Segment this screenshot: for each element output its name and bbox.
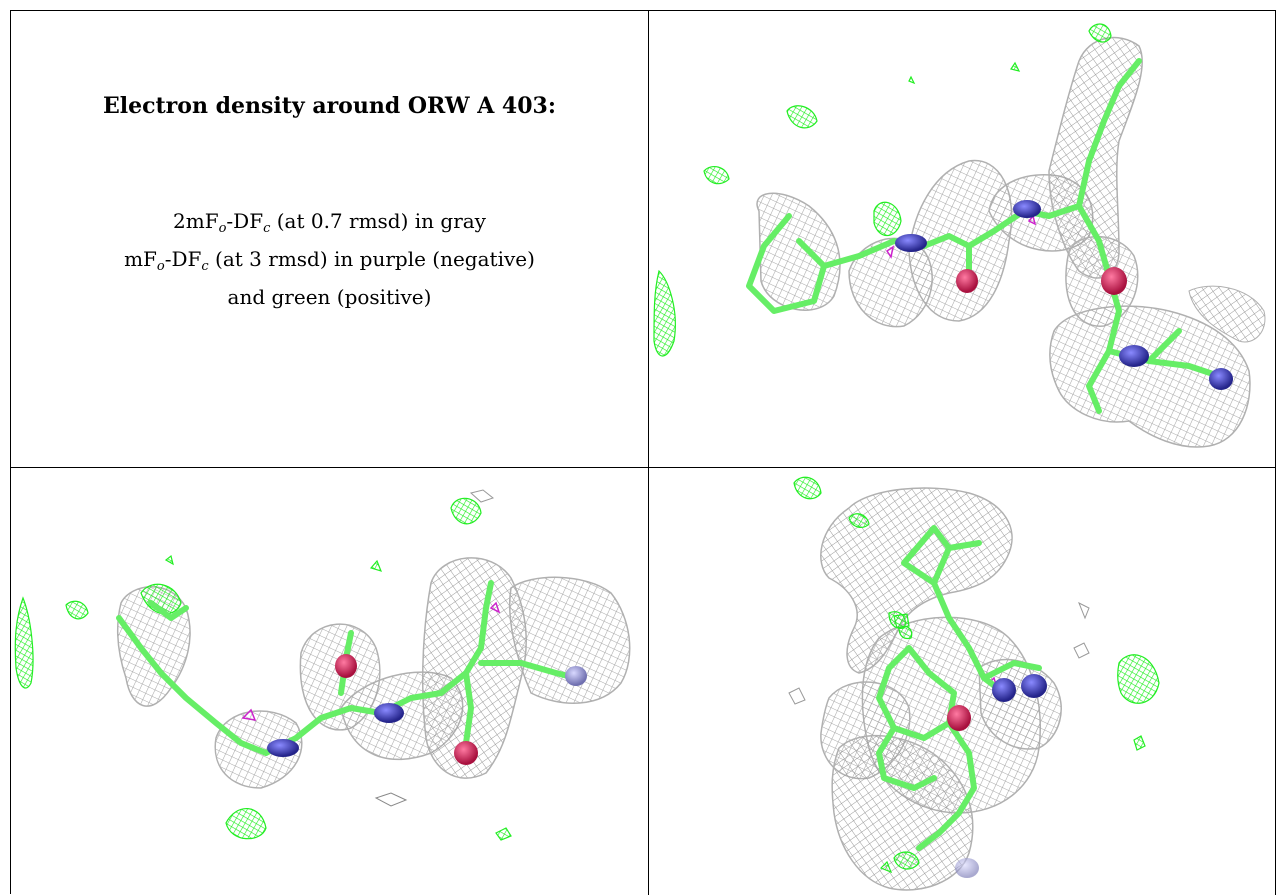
atoms: [895, 200, 1233, 390]
positive-difference-mesh: [793, 476, 1160, 874]
figure-table: [10, 10, 1275, 894]
legend-line-fo-fc: mFo-DFc (at 3 rmsd) in purple (negative): [124, 247, 535, 274]
negative-difference-mesh: [241, 601, 501, 721]
gray-density-mesh: [116, 489, 631, 807]
legend-line-2fo-fc: 2mFo-DFc (at 0.7 rmsd) in gray: [173, 209, 486, 236]
map-legend: 2mFo-DFc (at 0.7 rmsd) in gray mFo-DFc (…: [11, 206, 648, 312]
figure-title: Electron density around ORW A 403:: [103, 93, 556, 119]
atoms: [267, 654, 587, 765]
density-view-1: [649, 11, 1275, 467]
ligand-sticks: [876, 525, 1042, 851]
density-view-2: [11, 468, 648, 895]
caption-cell: Electron density around ORW A 403: 2mFo-…: [11, 11, 648, 467]
table-divider-vertical: [648, 10, 649, 895]
positive-difference-mesh: [14, 497, 512, 841]
density-view-3: [649, 468, 1275, 895]
ligand-sticks: [746, 58, 1222, 414]
positive-difference-mesh: [653, 23, 1112, 357]
gray-density-mesh: [756, 36, 1266, 448]
atoms: [947, 674, 1047, 878]
legend-line-colors: and green (positive): [227, 285, 432, 309]
table-divider-horizontal: [10, 467, 1276, 468]
